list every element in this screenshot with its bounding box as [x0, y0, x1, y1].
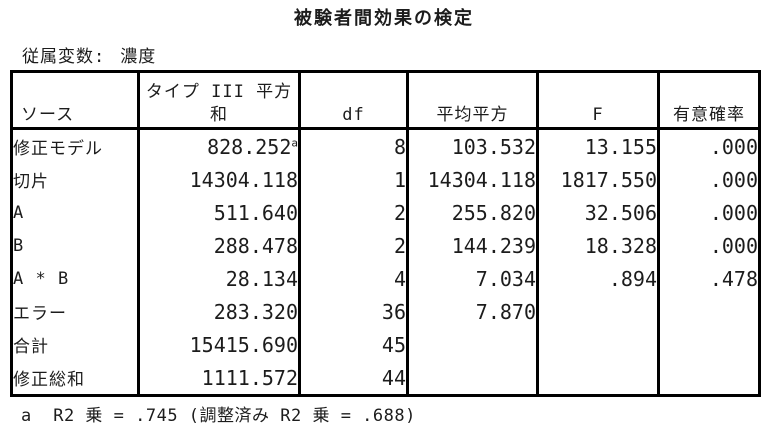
cell-significance: [657, 328, 761, 361]
cell-mean-square: 7.870: [406, 295, 539, 328]
table-row: A * B 28.134 4 7.034 .894 .478: [10, 262, 761, 295]
footnote-marker: a: [291, 135, 298, 149]
table-row: B 288.478 2 144.239 18.328 .000: [10, 229, 761, 262]
cell-mean-square: 255.820: [406, 196, 539, 229]
cell-f: 18.328: [536, 229, 660, 262]
table-row: エラー 283.320 36 7.870: [10, 295, 761, 328]
cell-df: 1: [298, 163, 409, 196]
cell-f: 13.155: [536, 128, 660, 163]
cell-f: [536, 295, 660, 328]
cell-mean-square: 14304.118: [406, 163, 539, 196]
table-row: 修正総和 1111.572 44: [10, 361, 761, 396]
cell-mean-square: [406, 361, 539, 396]
cell-f: [536, 328, 660, 361]
cell-df: 44: [298, 361, 409, 396]
column-header-significance: 有意確率: [657, 71, 761, 130]
table-row: 修正モデル 828.252a 8 103.532 13.155 .000: [10, 128, 761, 163]
cell-significance: .000: [657, 196, 761, 229]
cell-source: 切片: [10, 163, 140, 196]
cell-mean-square: 144.239: [406, 229, 539, 262]
column-header-type3-ss-line2: 和: [210, 105, 228, 125]
cell-df: 4: [298, 262, 409, 295]
table-row: 合計 15415.690 45: [10, 328, 761, 361]
cell-significance: [657, 295, 761, 328]
cell-f: 32.506: [536, 196, 660, 229]
cell-df: 2: [298, 229, 409, 262]
cell-df: 8: [298, 128, 409, 163]
cell-f: .894: [536, 262, 660, 295]
cell-source: 修正総和: [10, 361, 140, 396]
cell-significance: [657, 361, 761, 396]
cell-mean-square: 7.034: [406, 262, 539, 295]
cell-mean-square: 103.532: [406, 128, 539, 163]
page-title: 被験者間効果の検定: [294, 8, 474, 29]
column-header-df: df: [298, 71, 409, 130]
dependent-variable-label: 従属変数:: [22, 47, 106, 67]
cell-source: B: [10, 229, 140, 262]
cell-significance: .000: [657, 128, 761, 163]
cell-df: 36: [298, 295, 409, 328]
cell-f: 1817.550: [536, 163, 660, 196]
dependent-variable-value: 濃度: [120, 47, 157, 67]
cell-source: 修正モデル: [10, 128, 140, 163]
cell-type3-ss: 283.320: [137, 295, 301, 328]
table-header-row: ソース タイプ III 平方 和 df 平均平方 F 有意確率: [10, 71, 761, 130]
cell-df: 2: [298, 196, 409, 229]
cell-source: A: [10, 196, 140, 229]
cell-type3-ss: 14304.118: [137, 163, 301, 196]
cell-mean-square: [406, 328, 539, 361]
cell-type3-ss-value: 828.252: [207, 134, 292, 159]
cell-df: 45: [298, 328, 409, 361]
cell-type3-ss: 288.478: [137, 229, 301, 262]
cell-source: A * B: [10, 262, 140, 295]
cell-source: エラー: [10, 295, 140, 328]
cell-significance: .000: [657, 163, 761, 196]
cell-source: 合計: [10, 328, 140, 361]
cell-type3-ss: 15415.690: [137, 328, 301, 361]
table-row: A 511.640 2 255.820 32.506 .000: [10, 196, 761, 229]
column-header-type3-ss: タイプ III 平方 和: [137, 71, 301, 130]
cell-f: [536, 361, 660, 396]
column-header-type3-ss-line1: タイプ III 平方: [145, 82, 293, 102]
cell-type3-ss: 511.640: [137, 196, 301, 229]
column-header-f: F: [536, 71, 660, 130]
column-header-mean-square: 平均平方: [406, 71, 539, 130]
table-row: 切片 14304.118 1 14304.118 1817.550 .000: [10, 163, 761, 196]
cell-type3-ss: 828.252a: [137, 128, 301, 163]
cell-type3-ss: 28.134: [137, 262, 301, 295]
cell-significance: .478: [657, 262, 761, 295]
column-header-source: ソース: [10, 71, 140, 130]
cell-significance: .000: [657, 229, 761, 262]
table-footnote: a R2 乗 = .745 (調整済み R2 乗 = .688): [21, 406, 416, 426]
dependent-variable: 従属変数: 濃度: [22, 42, 156, 67]
cell-type3-ss: 1111.572: [137, 361, 301, 396]
anova-table: ソース タイプ III 平方 和 df 平均平方 F 有意確率 修正モデル 82…: [10, 70, 761, 397]
